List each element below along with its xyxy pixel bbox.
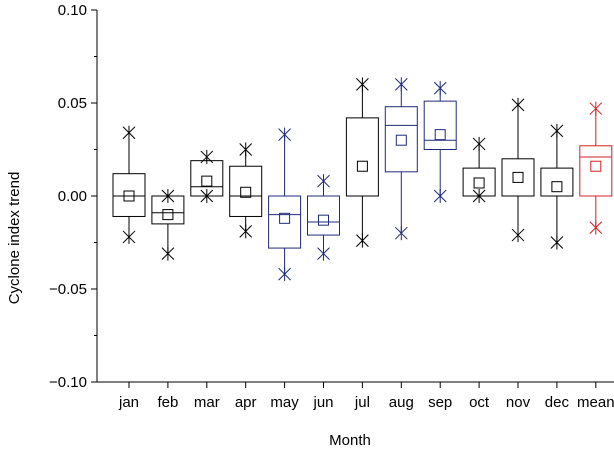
max-marker xyxy=(550,123,564,138)
x-tick-label: may xyxy=(270,394,299,411)
iqr-box xyxy=(345,117,379,197)
max-marker xyxy=(589,101,603,116)
mean-marker xyxy=(512,171,524,183)
max-marker xyxy=(433,81,447,96)
x-tick-label: mean xyxy=(577,394,614,411)
x-tick-label: sep xyxy=(428,394,452,411)
x-tick-label: feb xyxy=(157,394,178,411)
x-tick-label: jul xyxy=(354,394,370,411)
mean-marker xyxy=(395,134,407,146)
box-may xyxy=(268,127,302,282)
min-marker xyxy=(161,246,175,261)
box-jun xyxy=(307,174,340,261)
max-marker xyxy=(356,77,369,92)
x-tick-label: oct xyxy=(469,394,490,411)
max-marker xyxy=(511,97,525,112)
min-marker xyxy=(511,228,525,243)
x-tick-label: nov xyxy=(506,394,531,411)
box-feb xyxy=(151,189,185,261)
max-marker xyxy=(472,136,486,151)
mean-marker xyxy=(590,160,602,172)
iqr-box xyxy=(579,145,613,197)
max-marker xyxy=(239,142,253,157)
max-marker xyxy=(122,125,136,140)
max-marker xyxy=(394,77,408,92)
mean-marker xyxy=(551,181,563,193)
y-tick-label: 0.00 xyxy=(58,188,87,205)
mean-marker xyxy=(279,212,291,224)
min-marker xyxy=(317,246,330,261)
y-tick-label: −0.05 xyxy=(49,281,87,298)
min-marker xyxy=(356,233,369,248)
x-tick-label: jan xyxy=(118,394,139,411)
box-mar xyxy=(190,149,224,203)
mean-marker xyxy=(356,160,368,172)
max-marker xyxy=(317,174,330,189)
iqr-box xyxy=(307,195,340,236)
min-marker xyxy=(278,267,291,282)
min-marker xyxy=(472,189,486,203)
y-tick-label: −0.10 xyxy=(49,374,87,391)
x-axis: jan feb mar apr may jun jul aug sep oct nov dec mean xyxy=(97,381,614,411)
box-mean xyxy=(579,101,613,235)
min-marker xyxy=(200,189,214,203)
min-marker xyxy=(550,235,564,250)
max-marker xyxy=(161,189,175,203)
x-axis-title: Month xyxy=(329,432,371,449)
min-marker xyxy=(589,220,603,235)
min-marker xyxy=(433,189,447,203)
box-dec xyxy=(540,123,574,250)
y-tick-label: 0.05 xyxy=(58,95,87,112)
min-marker xyxy=(239,224,253,239)
x-tick-label: jun xyxy=(312,394,333,411)
x-tick-label: aug xyxy=(389,394,414,411)
iqr-box xyxy=(112,173,146,217)
x-tick-label: dec xyxy=(545,394,570,411)
x-tick-label: apr xyxy=(235,394,257,411)
min-marker xyxy=(122,229,136,244)
box-jan xyxy=(112,125,146,244)
box-nov xyxy=(501,97,535,243)
box-oct xyxy=(462,136,496,203)
mean-marker xyxy=(318,214,329,226)
y-tick-label: 0.10 xyxy=(58,2,87,19)
y-axis: 0.10 0.05 0.00 −0.05 −0.10 xyxy=(49,2,98,391)
box-apr xyxy=(229,142,263,239)
iqr-box xyxy=(501,158,535,197)
box-jul xyxy=(345,77,379,248)
box-series xyxy=(112,77,613,282)
mean-marker xyxy=(434,129,446,141)
max-marker xyxy=(200,149,214,164)
box-sep xyxy=(423,81,457,203)
y-axis-title: Cyclone index trend xyxy=(6,172,23,305)
mean-marker xyxy=(162,209,174,221)
box-aug xyxy=(384,77,418,241)
max-marker xyxy=(278,127,291,142)
x-tick-label: mar xyxy=(194,394,220,411)
mean-marker xyxy=(473,177,485,189)
mean-marker xyxy=(201,175,213,187)
mean-marker xyxy=(123,190,135,202)
iqr-box xyxy=(229,165,263,217)
iqr-box xyxy=(384,106,418,173)
iqr-box xyxy=(268,195,302,249)
iqr-box xyxy=(423,100,457,150)
mean-marker xyxy=(240,186,252,198)
min-marker xyxy=(394,226,408,241)
